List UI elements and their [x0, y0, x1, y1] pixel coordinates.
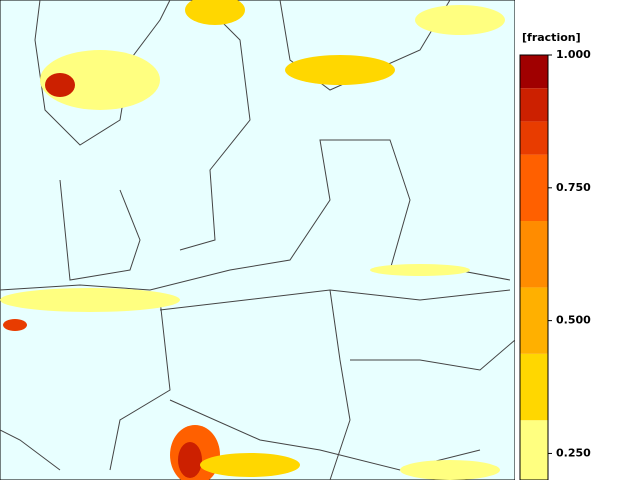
- field: [40, 50, 160, 110]
- border: [0, 429, 61, 471]
- coastline: [279, 0, 451, 91]
- border: [109, 299, 171, 471]
- border: [350, 339, 516, 371]
- colorbar-band: [520, 221, 548, 288]
- colorbar-band: [520, 121, 548, 155]
- colorbar-tick-label: 0.750: [556, 181, 591, 194]
- coastline: [59, 179, 141, 281]
- field: [3, 319, 27, 331]
- field: [415, 5, 505, 35]
- field: [45, 73, 75, 97]
- field: [400, 460, 500, 480]
- colorbar-band: [520, 154, 548, 222]
- coastline: [179, 0, 251, 251]
- colorbar-tick-label: 0.500: [556, 314, 591, 327]
- field: [285, 55, 395, 85]
- colorbar-band: [520, 353, 548, 421]
- colorbar-band: [520, 88, 548, 122]
- colorbar-tick-label: 1.000: [556, 48, 591, 61]
- border: [159, 289, 511, 311]
- colorbar-band: [520, 287, 548, 354]
- field: [178, 442, 202, 478]
- field: [0, 288, 180, 312]
- precipitation: [0, 0, 505, 484]
- colorbar-tick-label: 0.250: [556, 446, 591, 459]
- colorbar-label: [fraction]: [522, 31, 581, 44]
- border: [329, 289, 351, 481]
- colorbar-band: [520, 420, 548, 480]
- coastline: [34, 0, 171, 146]
- colorbar-band: [520, 55, 548, 89]
- field: [370, 264, 470, 276]
- field: [185, 0, 245, 25]
- field: [200, 453, 300, 477]
